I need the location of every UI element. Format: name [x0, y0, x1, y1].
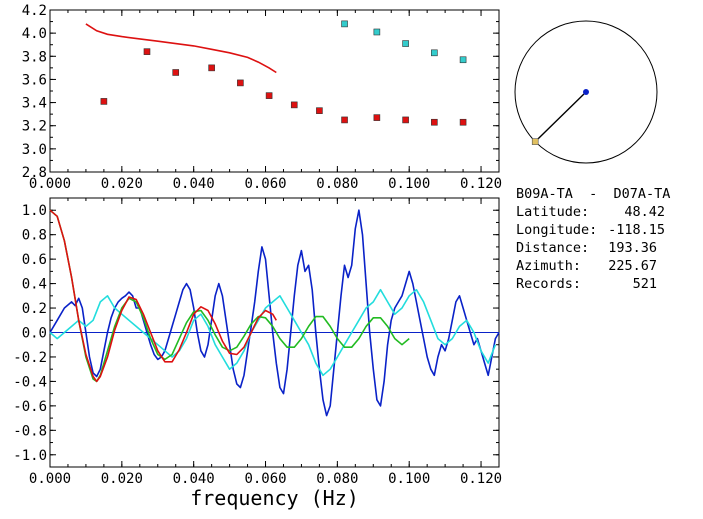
- data-point: [172, 69, 180, 76]
- y-tick-label: 3.6: [22, 72, 47, 88]
- x-tick-label: 0.020: [101, 176, 143, 192]
- x-tick-label: 0.120: [460, 471, 502, 487]
- data-point: [459, 56, 467, 64]
- center-station-marker: [583, 89, 589, 95]
- y-tick-label: 0.4: [22, 277, 47, 293]
- y-tick-label: 1.0: [22, 203, 47, 219]
- x-tick-label: 0.100: [388, 176, 430, 192]
- data-point: [431, 118, 438, 126]
- latitude-row: Latitude: 48.42: [516, 203, 701, 221]
- azimuth-plot: [514, 20, 658, 164]
- records-value: 521: [632, 276, 657, 292]
- y-tick-label: -0.4: [13, 374, 47, 390]
- correlation-chart: 0.000 0.020 0.040 0.060 0.080 0.100 0.120 -1.0 -…: [13, 197, 502, 510]
- y-tick-label: 3.4: [22, 96, 47, 112]
- y-tick-label: 3.0: [22, 142, 47, 158]
- data-point: [237, 79, 244, 87]
- y-tick-label: 4.2: [22, 3, 47, 19]
- x-tick-label: 0.120: [460, 176, 502, 192]
- y-tick-label: 3.2: [22, 119, 47, 135]
- x-tick-label: 0.080: [316, 471, 358, 487]
- series-line: [49, 209, 410, 383]
- data-point: [100, 98, 108, 105]
- series-line: [49, 209, 500, 417]
- data-point: [459, 118, 467, 126]
- series-line: [49, 209, 277, 383]
- data-point: [402, 116, 409, 124]
- distance-label: Distance:: [516, 240, 590, 256]
- data-point: [402, 40, 409, 47]
- data-point: [208, 64, 215, 72]
- azimuth-value: 225.67: [608, 258, 657, 274]
- data-point: [265, 92, 273, 99]
- data-point: [290, 101, 298, 109]
- y-tick-label: -0.8: [13, 423, 47, 439]
- x-tick-label: 0.080: [316, 176, 358, 192]
- x-tick-label: 0.000: [29, 471, 71, 487]
- series-line: [49, 288, 497, 377]
- y-tick-label: 3.8: [22, 49, 47, 65]
- station-pair: B09A-TA - D07A-TA: [516, 186, 671, 202]
- y-tick-label: 0.8: [22, 228, 47, 244]
- x-tick-label: 0.040: [173, 176, 215, 192]
- distance-value: 193.36: [608, 240, 657, 256]
- x-tick-label: 0.060: [244, 176, 286, 192]
- data-point: [373, 28, 381, 36]
- x-axis-label: frequency (Hz): [190, 486, 359, 510]
- y-tick-label: 4.0: [22, 26, 47, 42]
- remote-station-marker: [531, 138, 539, 145]
- records-row: Records: 521: [516, 275, 701, 293]
- x-tick-label: 0.000: [29, 176, 71, 192]
- y-tick-label: -0.2: [13, 350, 47, 366]
- x-tick-label: 0.020: [101, 471, 143, 487]
- data-point: [316, 107, 323, 114]
- longitude-row: Longitude: -118.15: [516, 221, 701, 239]
- azimuth-circle: [514, 20, 658, 164]
- data-point: [431, 49, 438, 57]
- y-tick-label: 0.0: [22, 326, 47, 342]
- y-tick-label: 0.2: [22, 301, 47, 317]
- station-info-panel: B09A-TA - D07A-TA Latitude: 48.42 Longit…: [516, 185, 701, 293]
- data-point: [341, 116, 348, 124]
- y-tick-label: 2.8: [22, 165, 47, 181]
- x-tick-label: 0.040: [173, 471, 215, 487]
- longitude-value: -118.15: [608, 222, 665, 238]
- records-label: Records:: [516, 276, 582, 292]
- latitude-value: 48.42: [624, 204, 665, 220]
- x-tick-label: 0.100: [388, 471, 430, 487]
- velocity-chart: 0.000 0.020 0.040 0.060 0.080 0.100 0.120 2.8 3.…: [22, 3, 502, 192]
- data-point: [143, 48, 151, 55]
- y-tick-label: 0.6: [22, 252, 47, 268]
- plot-frame: [49, 9, 500, 173]
- data-point: [341, 20, 348, 28]
- x-tick-label: 0.060: [244, 471, 286, 487]
- azimuth-row: Azimuth: 225.67: [516, 257, 701, 275]
- data-point: [373, 114, 381, 121]
- azimuth-line: [534, 91, 587, 143]
- longitude-label: Longitude:: [516, 222, 598, 238]
- azimuth-label: Azimuth:: [516, 258, 582, 274]
- y-tick-label: -1.0: [13, 448, 47, 464]
- latitude-label: Latitude:: [516, 204, 590, 220]
- model-curve: [85, 23, 277, 74]
- distance-row: Distance: 193.36: [516, 239, 701, 257]
- y-tick-label: -0.6: [13, 399, 47, 415]
